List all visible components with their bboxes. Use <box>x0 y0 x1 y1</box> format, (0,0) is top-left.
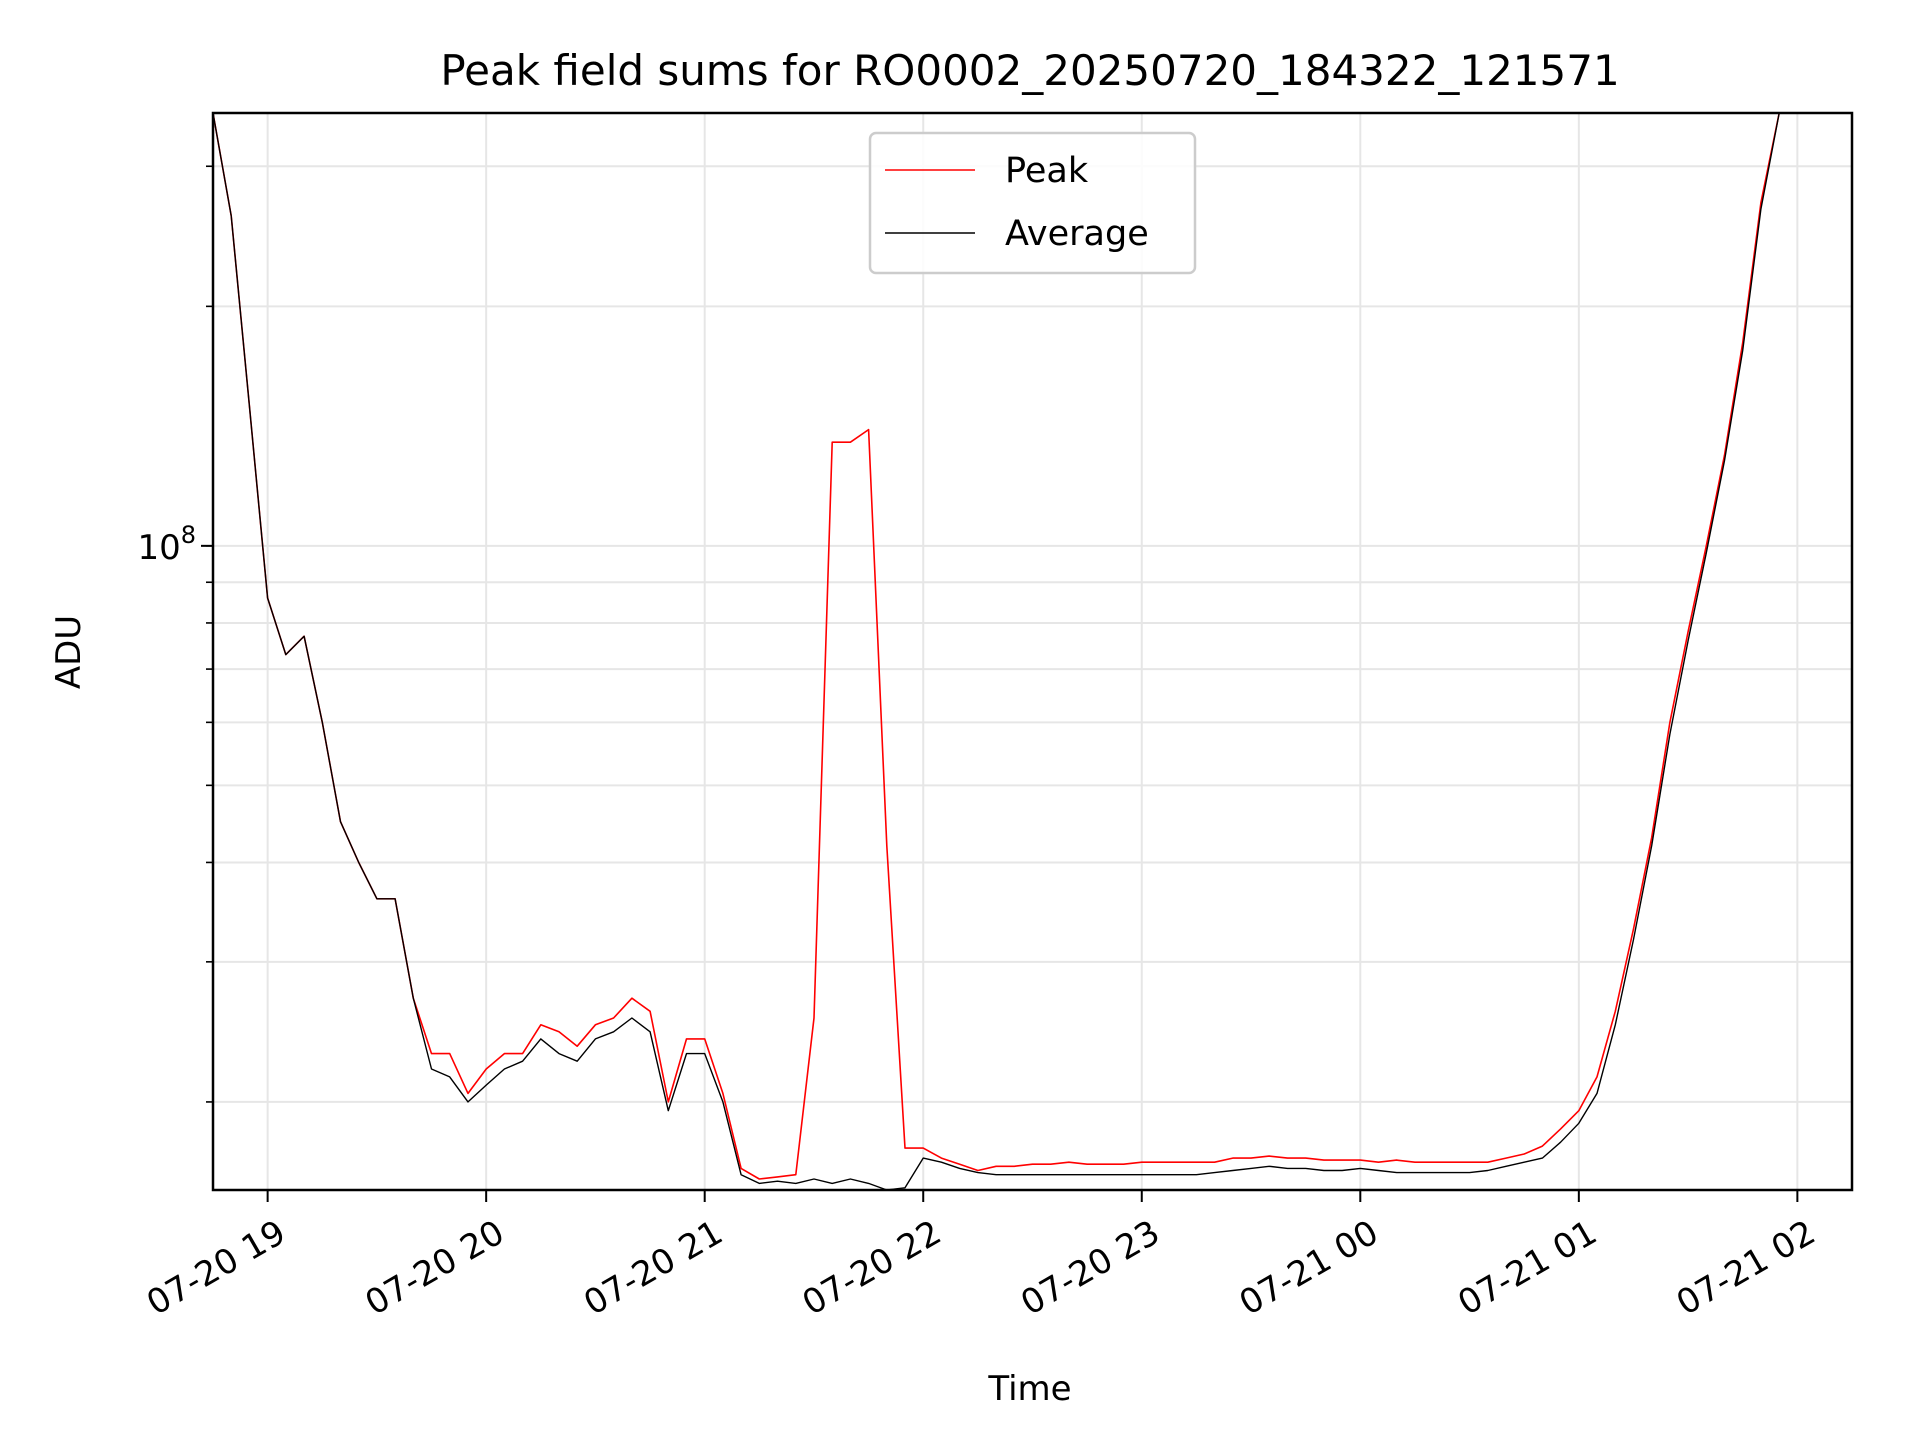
series-layer <box>212 112 1798 1191</box>
plot-area <box>212 112 1798 1191</box>
legend-label-average: Average <box>1005 214 1149 254</box>
legend-box <box>868 131 1197 275</box>
series-line-peak <box>212 112 1798 1180</box>
x-axis-label: Time <box>987 1369 1071 1409</box>
y-axis-label: ADU <box>49 615 89 689</box>
series-line-average <box>212 112 1798 1191</box>
legend-label-peak: Peak <box>1005 151 1089 191</box>
legend: Peak Average <box>868 131 1197 275</box>
axes-frame <box>211 111 1854 1192</box>
chart-title: Peak field sums for RO0002_20250720_1843… <box>440 46 1619 95</box>
